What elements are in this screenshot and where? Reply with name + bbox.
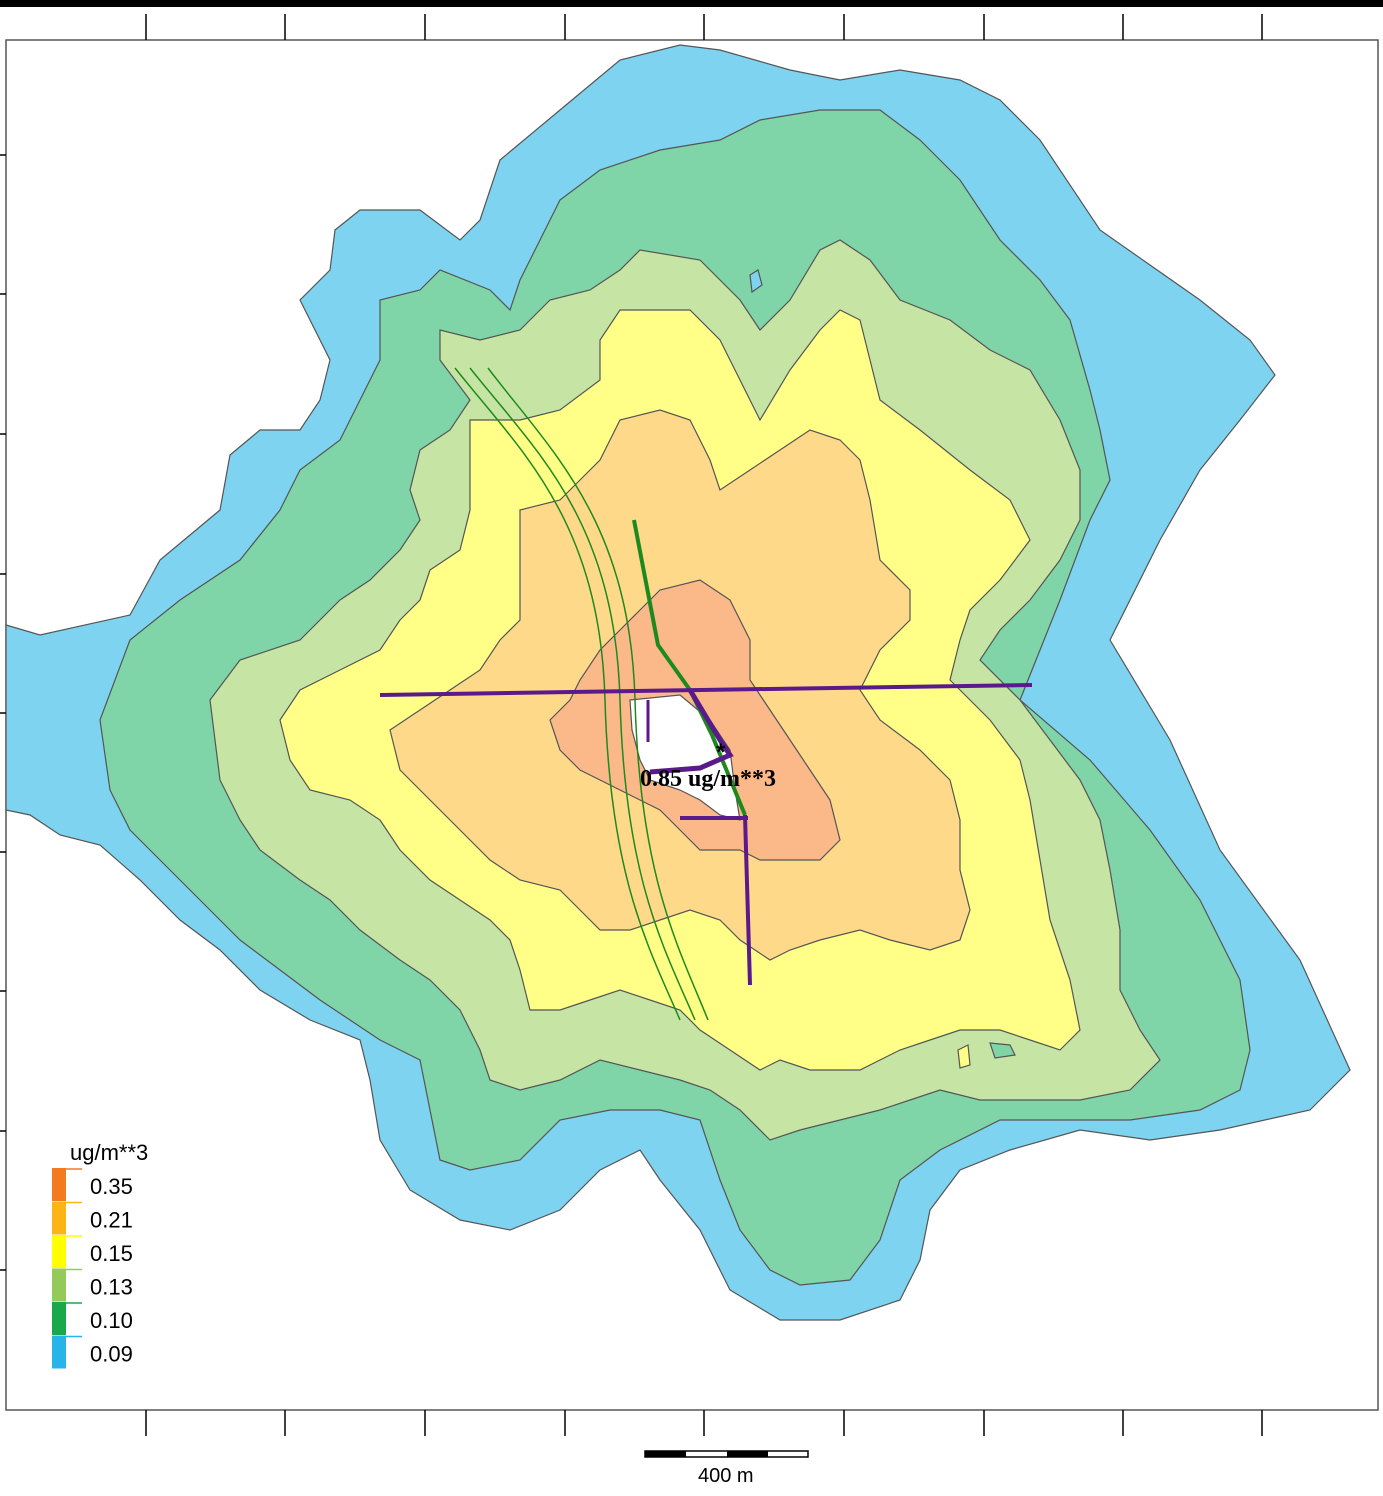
island-blue xyxy=(749,269,763,294)
island-green xyxy=(989,1042,1016,1059)
legend-swatch xyxy=(52,1268,66,1302)
line-sources xyxy=(379,367,1033,1021)
legend-label: 0.21 xyxy=(90,1208,133,1233)
legend-label: 0.09 xyxy=(90,1342,133,1367)
purple-road-diagonal xyxy=(649,688,734,775)
legend-unit: ug/m**3 xyxy=(70,1140,148,1165)
scale-bar: 400 m xyxy=(644,1450,809,1487)
legend: ug/m**3 0.35 0.21 0.15 0.13 0.10 0.09 xyxy=(52,1140,148,1369)
legend-swatch xyxy=(52,1302,66,1335)
legend-label: 0.10 xyxy=(90,1308,133,1333)
frame-ticks xyxy=(0,14,1263,1436)
purple-road-vertical xyxy=(743,814,752,986)
track-line-3 xyxy=(487,367,709,1021)
max-marker: * xyxy=(716,739,726,766)
max-concentration-label: 0.85 ug/m**3 xyxy=(640,766,776,792)
legend-label: 0.35 xyxy=(90,1174,133,1199)
scale-bar-label: 400 m xyxy=(698,1465,754,1487)
track-line-2 xyxy=(469,367,696,1021)
track-line-1 xyxy=(454,367,681,1021)
top-border xyxy=(0,0,1383,7)
legend-swatch xyxy=(52,1335,66,1369)
legend-swatch xyxy=(52,1201,66,1235)
legend-swatch xyxy=(52,1235,66,1268)
legend-swatch xyxy=(52,1168,66,1201)
island-yellow xyxy=(957,1044,971,1069)
purple-road-horizontal xyxy=(379,683,1033,697)
legend-label: 0.13 xyxy=(90,1275,133,1300)
legend-label: 0.15 xyxy=(90,1241,133,1266)
